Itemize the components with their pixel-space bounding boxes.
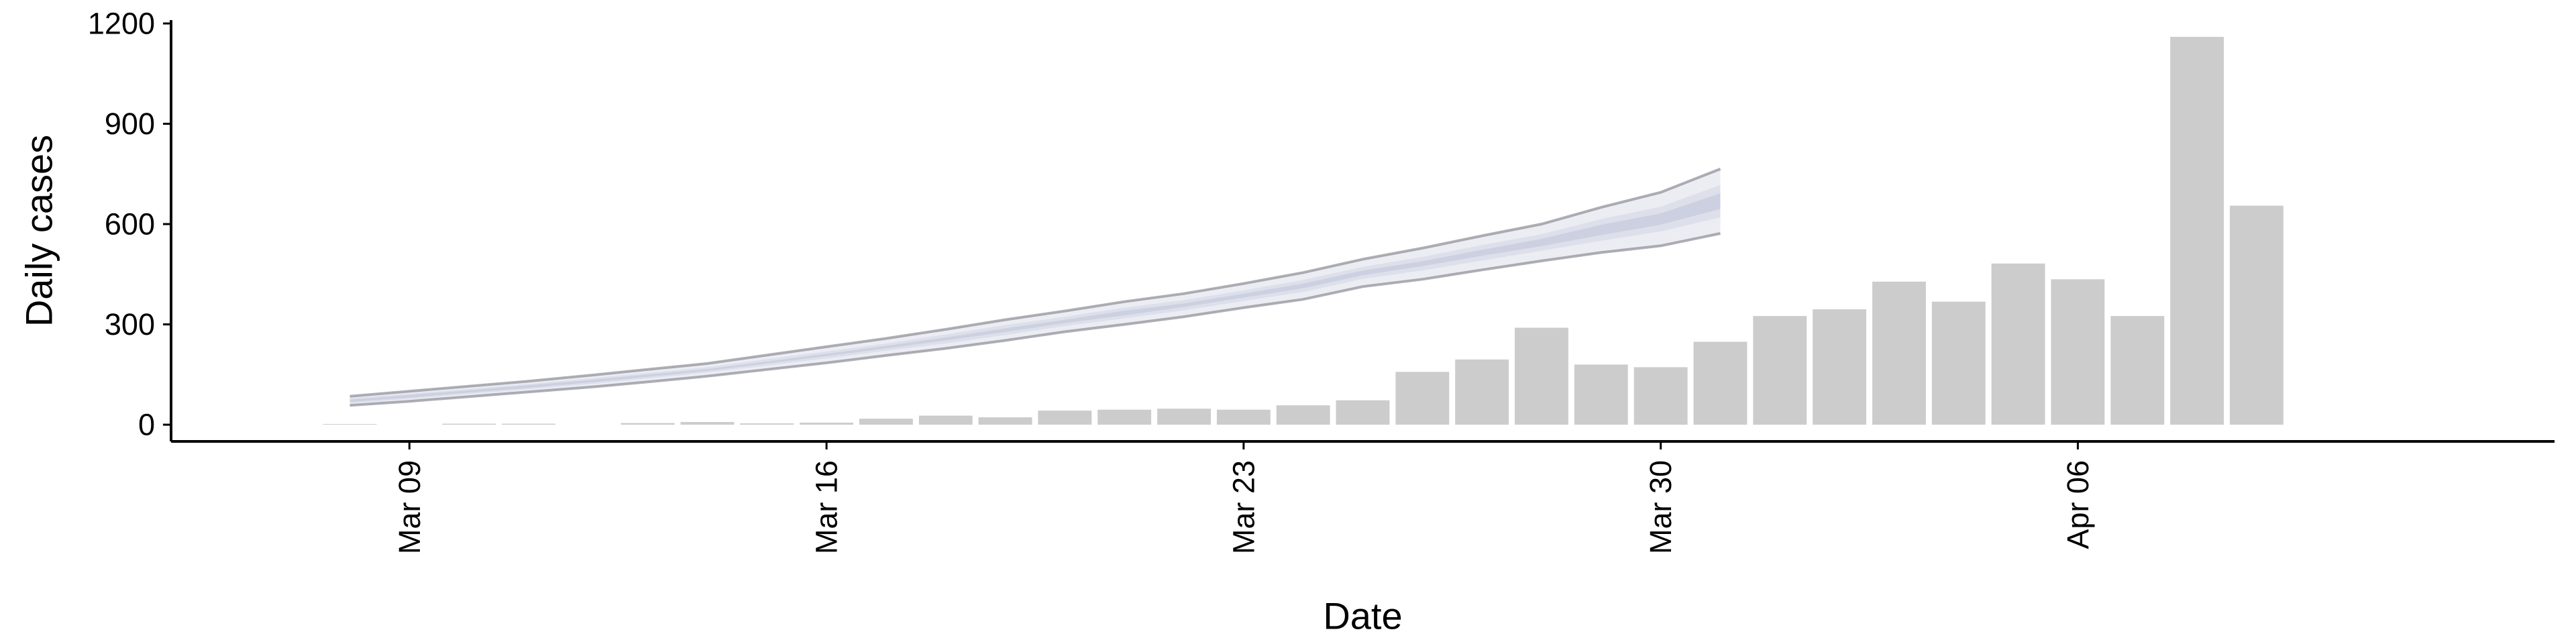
bar-2020-04-09 [2229,205,2284,425]
y-tick-label: 300 [105,307,155,341]
bar-2020-03-28 [1515,327,1568,425]
bar-2020-03-13 [621,423,675,425]
bar-2020-04-06 [2051,279,2105,425]
bar-2020-03-10 [442,423,496,425]
bar-2020-03-22 [1157,409,1211,425]
x-axis-title: Date [1323,595,1402,637]
bar-2020-03-17 [859,419,913,425]
y-tick-label: 0 [138,408,155,442]
y-tick-label: 600 [105,207,155,241]
bar-2020-03-27 [1455,359,1509,425]
tick-layer: 0 300 600 900 1200 Mar 09 Mar 16 Mar 23 Mar 30 Ap… [88,6,2095,554]
bar-2020-03-19 [978,417,1032,425]
bar-2020-03-23 [1216,409,1271,425]
y-axis-title: Daily cases [18,135,60,327]
bar-2020-03-30 [1633,367,1688,425]
bar-2020-03-16 [800,423,853,425]
y-tick-label: 900 [105,107,155,141]
x-tick-label: Mar 30 [1644,460,1678,554]
bar-2020-03-20 [1038,411,1092,425]
x-tick-label: Apr 06 [2061,460,2095,549]
bar-2020-04-02 [1813,309,1866,425]
x-tick-label: Mar 09 [392,460,427,554]
forecast-band-upper-line [350,167,1721,398]
x-tick-label: Mar 23 [1226,460,1260,554]
bar-2020-04-03 [1872,281,1926,425]
bar-layer [323,36,2284,425]
bar-2020-04-07 [2110,316,2165,425]
bar-2020-03-15 [740,423,794,425]
bar-2020-03-14 [680,422,735,425]
bar-2020-03-24 [1276,405,1330,425]
bar-2020-04-01 [1753,316,1807,425]
axis-layer [170,20,2555,443]
bar-2020-04-08 [2170,36,2224,425]
bar-2020-03-25 [1336,400,1390,425]
bar-2020-03-26 [1395,372,1450,425]
bar-2020-03-31 [1693,341,1748,425]
bar-2020-03-29 [1574,364,1628,425]
bar-2020-03-08 [323,424,377,425]
y-tick-label: 1200 [88,6,155,40]
x-tick-label: Mar 16 [810,460,844,554]
forecast-band-lower-line [350,232,1721,407]
bar-2020-03-11 [502,423,555,425]
bar-2020-04-04 [1931,301,1986,425]
forecast-band-layer [350,167,1721,407]
bar-2020-04-05 [1991,263,2045,425]
bar-2020-03-21 [1097,409,1152,425]
bar-2020-03-18 [918,415,973,425]
